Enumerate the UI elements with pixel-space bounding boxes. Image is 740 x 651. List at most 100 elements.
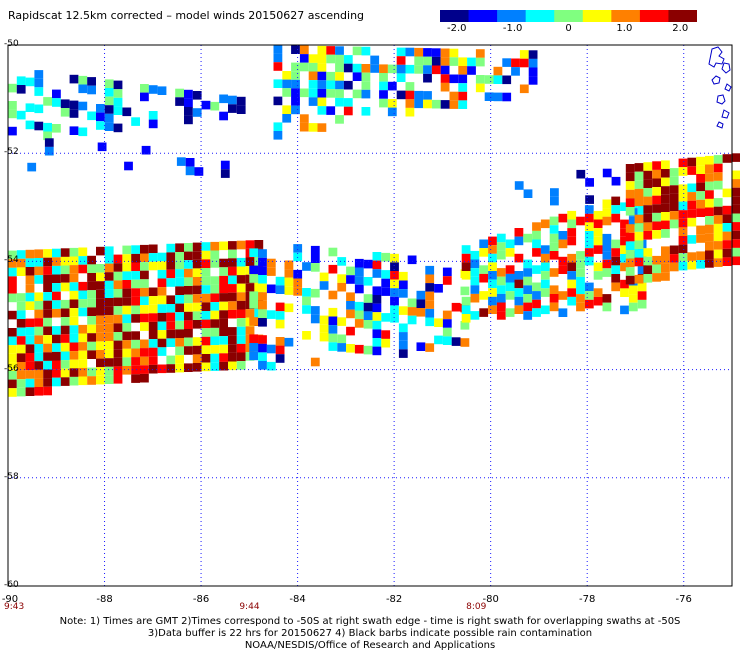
wind-cell: [34, 104, 44, 114]
wind-cell: [113, 323, 123, 332]
wind-cell: [140, 348, 149, 357]
wind-cell: [87, 307, 96, 316]
wind-cell: [113, 357, 123, 367]
wind-cell: [236, 266, 246, 276]
wind-cell: [166, 329, 176, 339]
wind-cell: [528, 76, 538, 85]
wind-cell: [475, 83, 485, 93]
wind-cell: [192, 259, 202, 269]
wind-cell: [343, 80, 353, 90]
wind-cell: [593, 296, 603, 306]
wind-cell: [52, 274, 61, 284]
wind-cell: [335, 63, 344, 73]
wind-cell: [434, 284, 443, 293]
wind-cell: [60, 308, 70, 318]
wind-cell: [27, 162, 37, 172]
wind-cell: [425, 308, 435, 318]
wind-cell: [511, 58, 520, 68]
wind-cell: [398, 289, 408, 298]
wind-cell: [275, 354, 285, 363]
wind-cell: [528, 58, 538, 68]
wind-cell: [652, 161, 661, 170]
wind-cell: [326, 89, 336, 98]
wind-cell: [210, 319, 220, 328]
wind-cell: [678, 158, 688, 168]
wind-cell: [442, 267, 452, 277]
wind-cell: [488, 253, 497, 263]
wind-cell: [458, 91, 468, 101]
wind-cell: [479, 239, 489, 249]
wind-cell: [43, 352, 52, 361]
wind-cell: [184, 260, 193, 269]
wind-cell: [372, 260, 382, 270]
wind-cell: [236, 300, 246, 310]
wind-cell: [201, 242, 211, 251]
wind-cell: [25, 292, 35, 302]
wind-cell: [669, 185, 679, 194]
wind-cell: [69, 325, 79, 334]
wind-cell: [131, 339, 140, 349]
wind-cell: [43, 266, 52, 275]
wind-cell: [584, 231, 594, 240]
wind-cell: [43, 292, 52, 301]
wind-cell: [258, 266, 267, 275]
wind-cell: [625, 258, 635, 268]
wind-cell: [228, 327, 237, 336]
wind-cell: [387, 107, 397, 117]
wind-cell: [558, 231, 568, 240]
wind-cell: [722, 205, 732, 215]
wind-cell: [696, 260, 705, 269]
wind-cell: [157, 261, 167, 270]
wind-cell: [219, 267, 228, 276]
wind-cell: [299, 54, 309, 63]
wind-cell: [502, 92, 512, 102]
wind-cell: [567, 210, 577, 220]
wind-cell: [661, 169, 670, 178]
wind-cell: [669, 262, 679, 272]
wind-cell: [354, 276, 364, 285]
wind-cell: [192, 354, 202, 363]
wind-cell: [60, 248, 70, 257]
wind-cell: [69, 273, 79, 283]
wind-cell: [210, 293, 220, 303]
wind-cell: [625, 181, 635, 190]
wind-cell: [381, 252, 391, 262]
wind-cell: [148, 253, 158, 262]
wind-cell: [52, 377, 61, 387]
latitude-tick-label: -52: [4, 147, 19, 158]
wind-cell: [282, 105, 292, 114]
wind-cell: [69, 247, 79, 257]
wind-cell: [131, 262, 140, 272]
wind-cell: [396, 73, 406, 82]
wind-cell: [69, 368, 79, 377]
wind-cell: [16, 258, 26, 268]
wind-cell: [354, 344, 364, 354]
wind-cell: [43, 317, 52, 327]
wind-cell: [219, 275, 228, 285]
wind-cell: [34, 361, 44, 370]
wind-cell: [379, 64, 388, 73]
wind-cell: [185, 166, 195, 176]
wind-cell: [372, 346, 382, 356]
wind-cell: [423, 48, 432, 57]
wind-cell: [602, 294, 612, 303]
wind-cell: [302, 262, 311, 271]
wind-cell: [532, 222, 541, 231]
wind-cell: [328, 342, 338, 351]
wind-cell: [343, 98, 353, 107]
wind-cell: [514, 236, 524, 246]
wind-cell: [8, 371, 17, 380]
wind-cell: [661, 212, 670, 221]
wind-cell: [687, 260, 697, 270]
wind-cell: [124, 161, 133, 171]
wind-cell: [140, 287, 149, 297]
wind-cell: [505, 273, 515, 283]
wind-cell: [104, 272, 114, 281]
wind-cell: [625, 275, 635, 285]
wind-cell: [643, 213, 653, 223]
wind-cell: [25, 378, 35, 388]
wind-cell: [219, 344, 228, 354]
wind-cell: [266, 344, 276, 354]
wind-cell: [602, 208, 612, 217]
wind-cell: [282, 114, 292, 123]
